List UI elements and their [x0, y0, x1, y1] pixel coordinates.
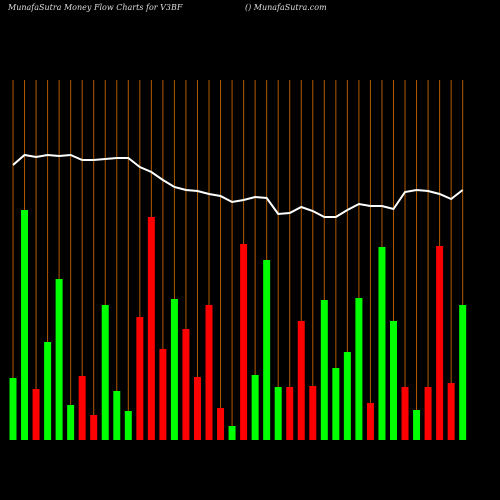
bar: [459, 305, 467, 440]
bar: [136, 317, 144, 440]
bar: [263, 260, 271, 440]
bar: [401, 387, 409, 440]
bar: [193, 377, 201, 440]
bar: [447, 383, 455, 440]
bar: [274, 387, 282, 440]
bar: [90, 415, 98, 440]
bar: [320, 300, 328, 440]
bar: [170, 299, 178, 440]
bar: [147, 217, 155, 440]
bar: [113, 391, 121, 440]
bar: [67, 405, 75, 440]
bar: [21, 210, 29, 440]
bar: [355, 298, 363, 440]
bar: [378, 247, 386, 440]
bar: [286, 387, 294, 440]
bar: [436, 246, 444, 440]
chart-title: MunafaSutra Money Flow Charts for V3BF: [7, 3, 183, 12]
bar: [44, 342, 52, 440]
bar: [217, 408, 225, 440]
bar: [332, 368, 340, 440]
bar: [297, 321, 305, 440]
bar: [240, 244, 248, 440]
bar: [182, 329, 190, 440]
bar: [55, 279, 63, 440]
bar: [124, 411, 132, 440]
bar: [32, 389, 40, 440]
bar: [9, 378, 17, 440]
bar: [343, 352, 351, 440]
bar: [309, 386, 317, 440]
bar: [205, 305, 213, 440]
chart-subtitle: () MunafaSutra.com: [245, 3, 327, 12]
bar: [424, 387, 432, 440]
bar: [228, 426, 236, 440]
bar: [389, 321, 397, 440]
bar: [101, 305, 109, 440]
bar: [78, 376, 86, 440]
bar: [251, 375, 259, 440]
money-flow-line: [12, 153, 464, 218]
bar: [159, 349, 167, 440]
bar: [413, 410, 421, 440]
bar: [366, 403, 374, 440]
